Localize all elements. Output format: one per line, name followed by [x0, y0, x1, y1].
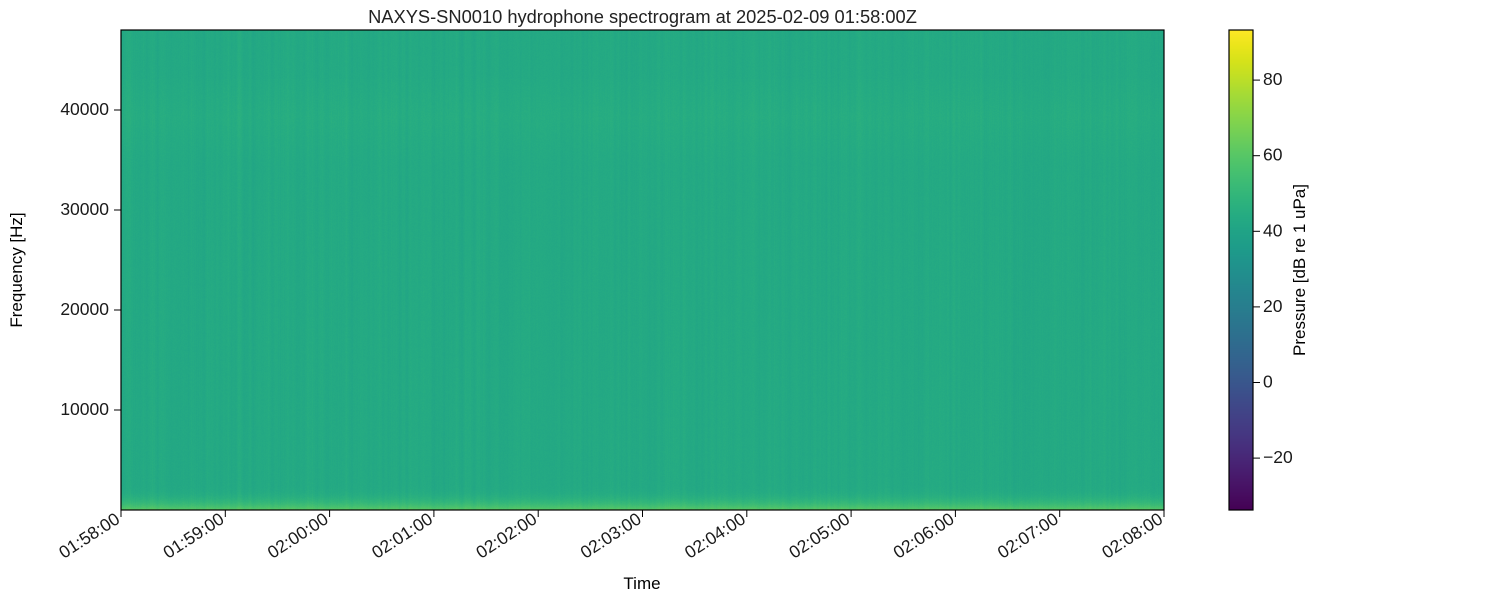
- svg-text:01:59:00: 01:59:00: [159, 508, 227, 562]
- svg-text:02:04:00: 02:04:00: [681, 508, 749, 562]
- svg-text:40000: 40000: [60, 99, 109, 119]
- svg-text:20: 20: [1263, 296, 1283, 316]
- svg-text:02:03:00: 02:03:00: [577, 508, 645, 562]
- svg-text:02:01:00: 02:01:00: [368, 508, 436, 562]
- svg-text:02:08:00: 02:08:00: [1098, 508, 1166, 562]
- svg-text:0: 0: [1263, 372, 1273, 392]
- svg-text:02:02:00: 02:02:00: [472, 508, 540, 562]
- svg-text:20000: 20000: [60, 299, 109, 319]
- svg-text:−20: −20: [1263, 447, 1293, 467]
- svg-text:60: 60: [1263, 145, 1283, 165]
- svg-text:01:58:00: 01:58:00: [55, 508, 123, 562]
- svg-text:02:00:00: 02:00:00: [264, 508, 332, 562]
- svg-text:02:06:00: 02:06:00: [890, 508, 958, 562]
- svg-text:02:05:00: 02:05:00: [785, 508, 853, 562]
- svg-text:40: 40: [1263, 220, 1283, 240]
- svg-text:Frequency [Hz]: Frequency [Hz]: [7, 212, 26, 327]
- svg-text:10000: 10000: [60, 399, 109, 419]
- svg-text:30000: 30000: [60, 199, 109, 219]
- svg-text:Time: Time: [623, 574, 660, 593]
- svg-text:02:07:00: 02:07:00: [994, 508, 1062, 562]
- svg-text:Pressure [dB re 1 uPa]: Pressure [dB re 1 uPa]: [1290, 184, 1309, 356]
- svg-text:80: 80: [1263, 69, 1283, 89]
